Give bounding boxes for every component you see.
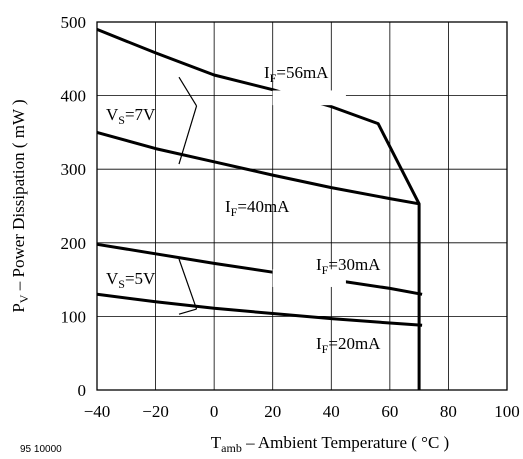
y-tick-label: 300 (61, 160, 87, 179)
series-line-3 (96, 242, 423, 296)
x-tick-label: 80 (440, 402, 457, 421)
annotation-vs5: VS=5V (106, 269, 156, 291)
series-line-1 (96, 28, 421, 390)
y-tick-labels: 0 100 200 300 400 500 (61, 13, 87, 400)
x-tick-label: 60 (381, 402, 398, 421)
leader-line (178, 105, 198, 165)
x-tick-label: 100 (494, 402, 520, 421)
x-axis-label: Tamb – Ambient Temperature ( °C ) (211, 433, 449, 455)
series-line-4 (96, 292, 423, 327)
leader-line (178, 76, 198, 107)
y-tick-label: 500 (61, 13, 87, 32)
y-axis-label: PV – Power Dissipation ( mW ) (9, 99, 31, 312)
series-lines (96, 28, 423, 390)
annotations: IF=56mA IF=40mA IF=30mA IF=20mA VS=7V VS=5V (106, 63, 381, 356)
annotation-if56: IF=56mA (264, 63, 329, 85)
x-tick-label: 0 (210, 402, 219, 421)
series-line-2 (96, 130, 420, 206)
leader-line (178, 258, 198, 310)
annotation-if30: IF=30mA (316, 255, 381, 277)
plot-frame (96, 21, 508, 391)
y-tick-label: 0 (78, 381, 87, 400)
annotation-leaders (178, 76, 346, 315)
figure-number: 95 10000 (20, 444, 62, 455)
annotation-if20: IF=20mA (316, 334, 381, 356)
x-tick-label: −20 (142, 402, 169, 421)
x-tick-label: 40 (323, 402, 340, 421)
annotation-vs7: VS=7V (106, 105, 156, 127)
label-gap (272, 269, 346, 287)
y-tick-label: 200 (61, 234, 87, 253)
x-tick-label: 20 (264, 402, 281, 421)
label-gap (272, 90, 346, 106)
x-tick-label: −40 (84, 402, 111, 421)
y-tick-label: 100 (61, 307, 87, 326)
annotation-if40: IF=40mA (225, 197, 290, 219)
x-tick-labels: −40 −20 0 20 40 60 80 100 (84, 402, 520, 421)
leader-line (178, 308, 197, 315)
y-tick-label: 400 (61, 87, 87, 106)
